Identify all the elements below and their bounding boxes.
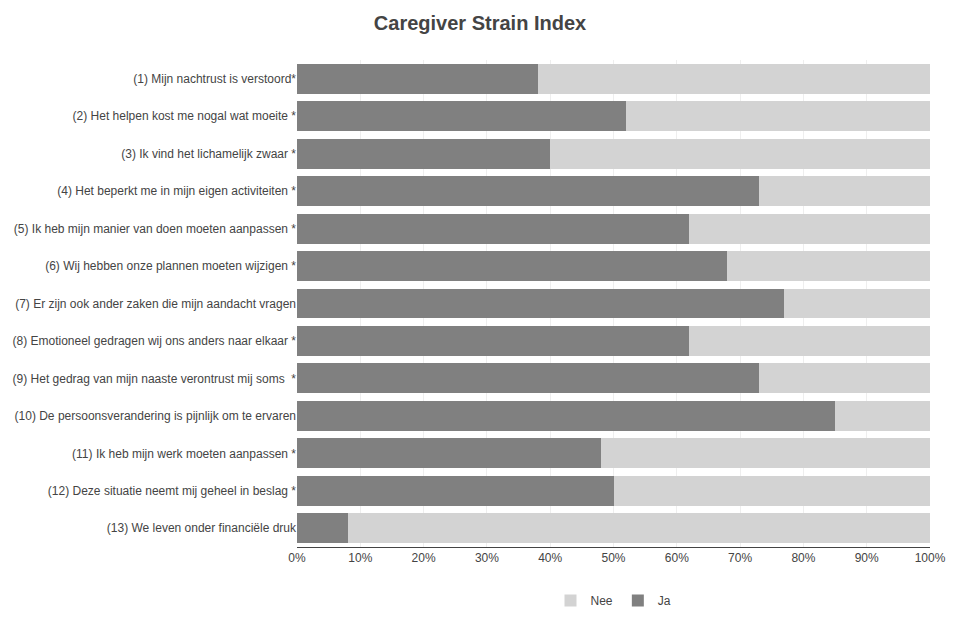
svg-text:(4) Het beperkt me in mijn eig: (4) Het beperkt me in mijn eigen activit…	[57, 184, 296, 198]
svg-text:(10) De persoonsverandering is: (10) De persoonsverandering is pijnlijk …	[15, 409, 296, 423]
svg-text:(1) Mijn nachtrust is verstoor: (1) Mijn nachtrust is verstoord*	[133, 72, 296, 86]
svg-text:30%: 30%	[475, 551, 499, 565]
svg-text:(8) Emotioneel gedragen wij on: (8) Emotioneel gedragen wij ons anders n…	[13, 334, 297, 348]
svg-text:100%: 100%	[915, 551, 946, 565]
svg-text:Nee: Nee	[591, 594, 613, 608]
svg-text:20%: 20%	[412, 551, 436, 565]
svg-text:(5) Ik heb mijn manier van doe: (5) Ik heb mijn manier van doen moeten a…	[14, 222, 296, 236]
svg-text:50%: 50%	[601, 551, 625, 565]
svg-text:(2) Het helpen kost me nogal w: (2) Het helpen kost me nogal wat moeite …	[73, 109, 297, 123]
svg-text:80%: 80%	[791, 551, 815, 565]
svg-text:70%: 70%	[728, 551, 752, 565]
svg-text:(13) We leven onder financiële: (13) We leven onder financiële druk	[107, 521, 297, 535]
svg-text:(12) Deze situatie neemt mij g: (12) Deze situatie neemt mij geheel in b…	[48, 484, 296, 498]
svg-text:0%: 0%	[288, 551, 306, 565]
svg-text:(7) Er zijn ook ander zaken di: (7) Er zijn ook ander zaken die mijn aan…	[15, 297, 296, 311]
svg-text:(3) Ik vind het lichamelijk zw: (3) Ik vind het lichamelijk zwaar *	[121, 147, 296, 161]
svg-text:90%: 90%	[855, 551, 879, 565]
svg-text:Ja: Ja	[658, 594, 671, 608]
svg-text:40%: 40%	[538, 551, 562, 565]
svg-text:(6) Wij hebben onze plannen mo: (6) Wij hebben onze plannen moeten wijzi…	[45, 259, 296, 273]
svg-text:(11) Ik heb mijn werk moeten a: (11) Ik heb mijn werk moeten aanpassen *	[72, 447, 296, 461]
svg-text:Caregiver Strain Index: Caregiver Strain Index	[374, 12, 586, 34]
svg-text:10%: 10%	[348, 551, 372, 565]
svg-text:(9) Het gedrag van mijn naaste: (9) Het gedrag van mijn naaste verontrus…	[13, 372, 297, 386]
svg-text:60%: 60%	[665, 551, 689, 565]
